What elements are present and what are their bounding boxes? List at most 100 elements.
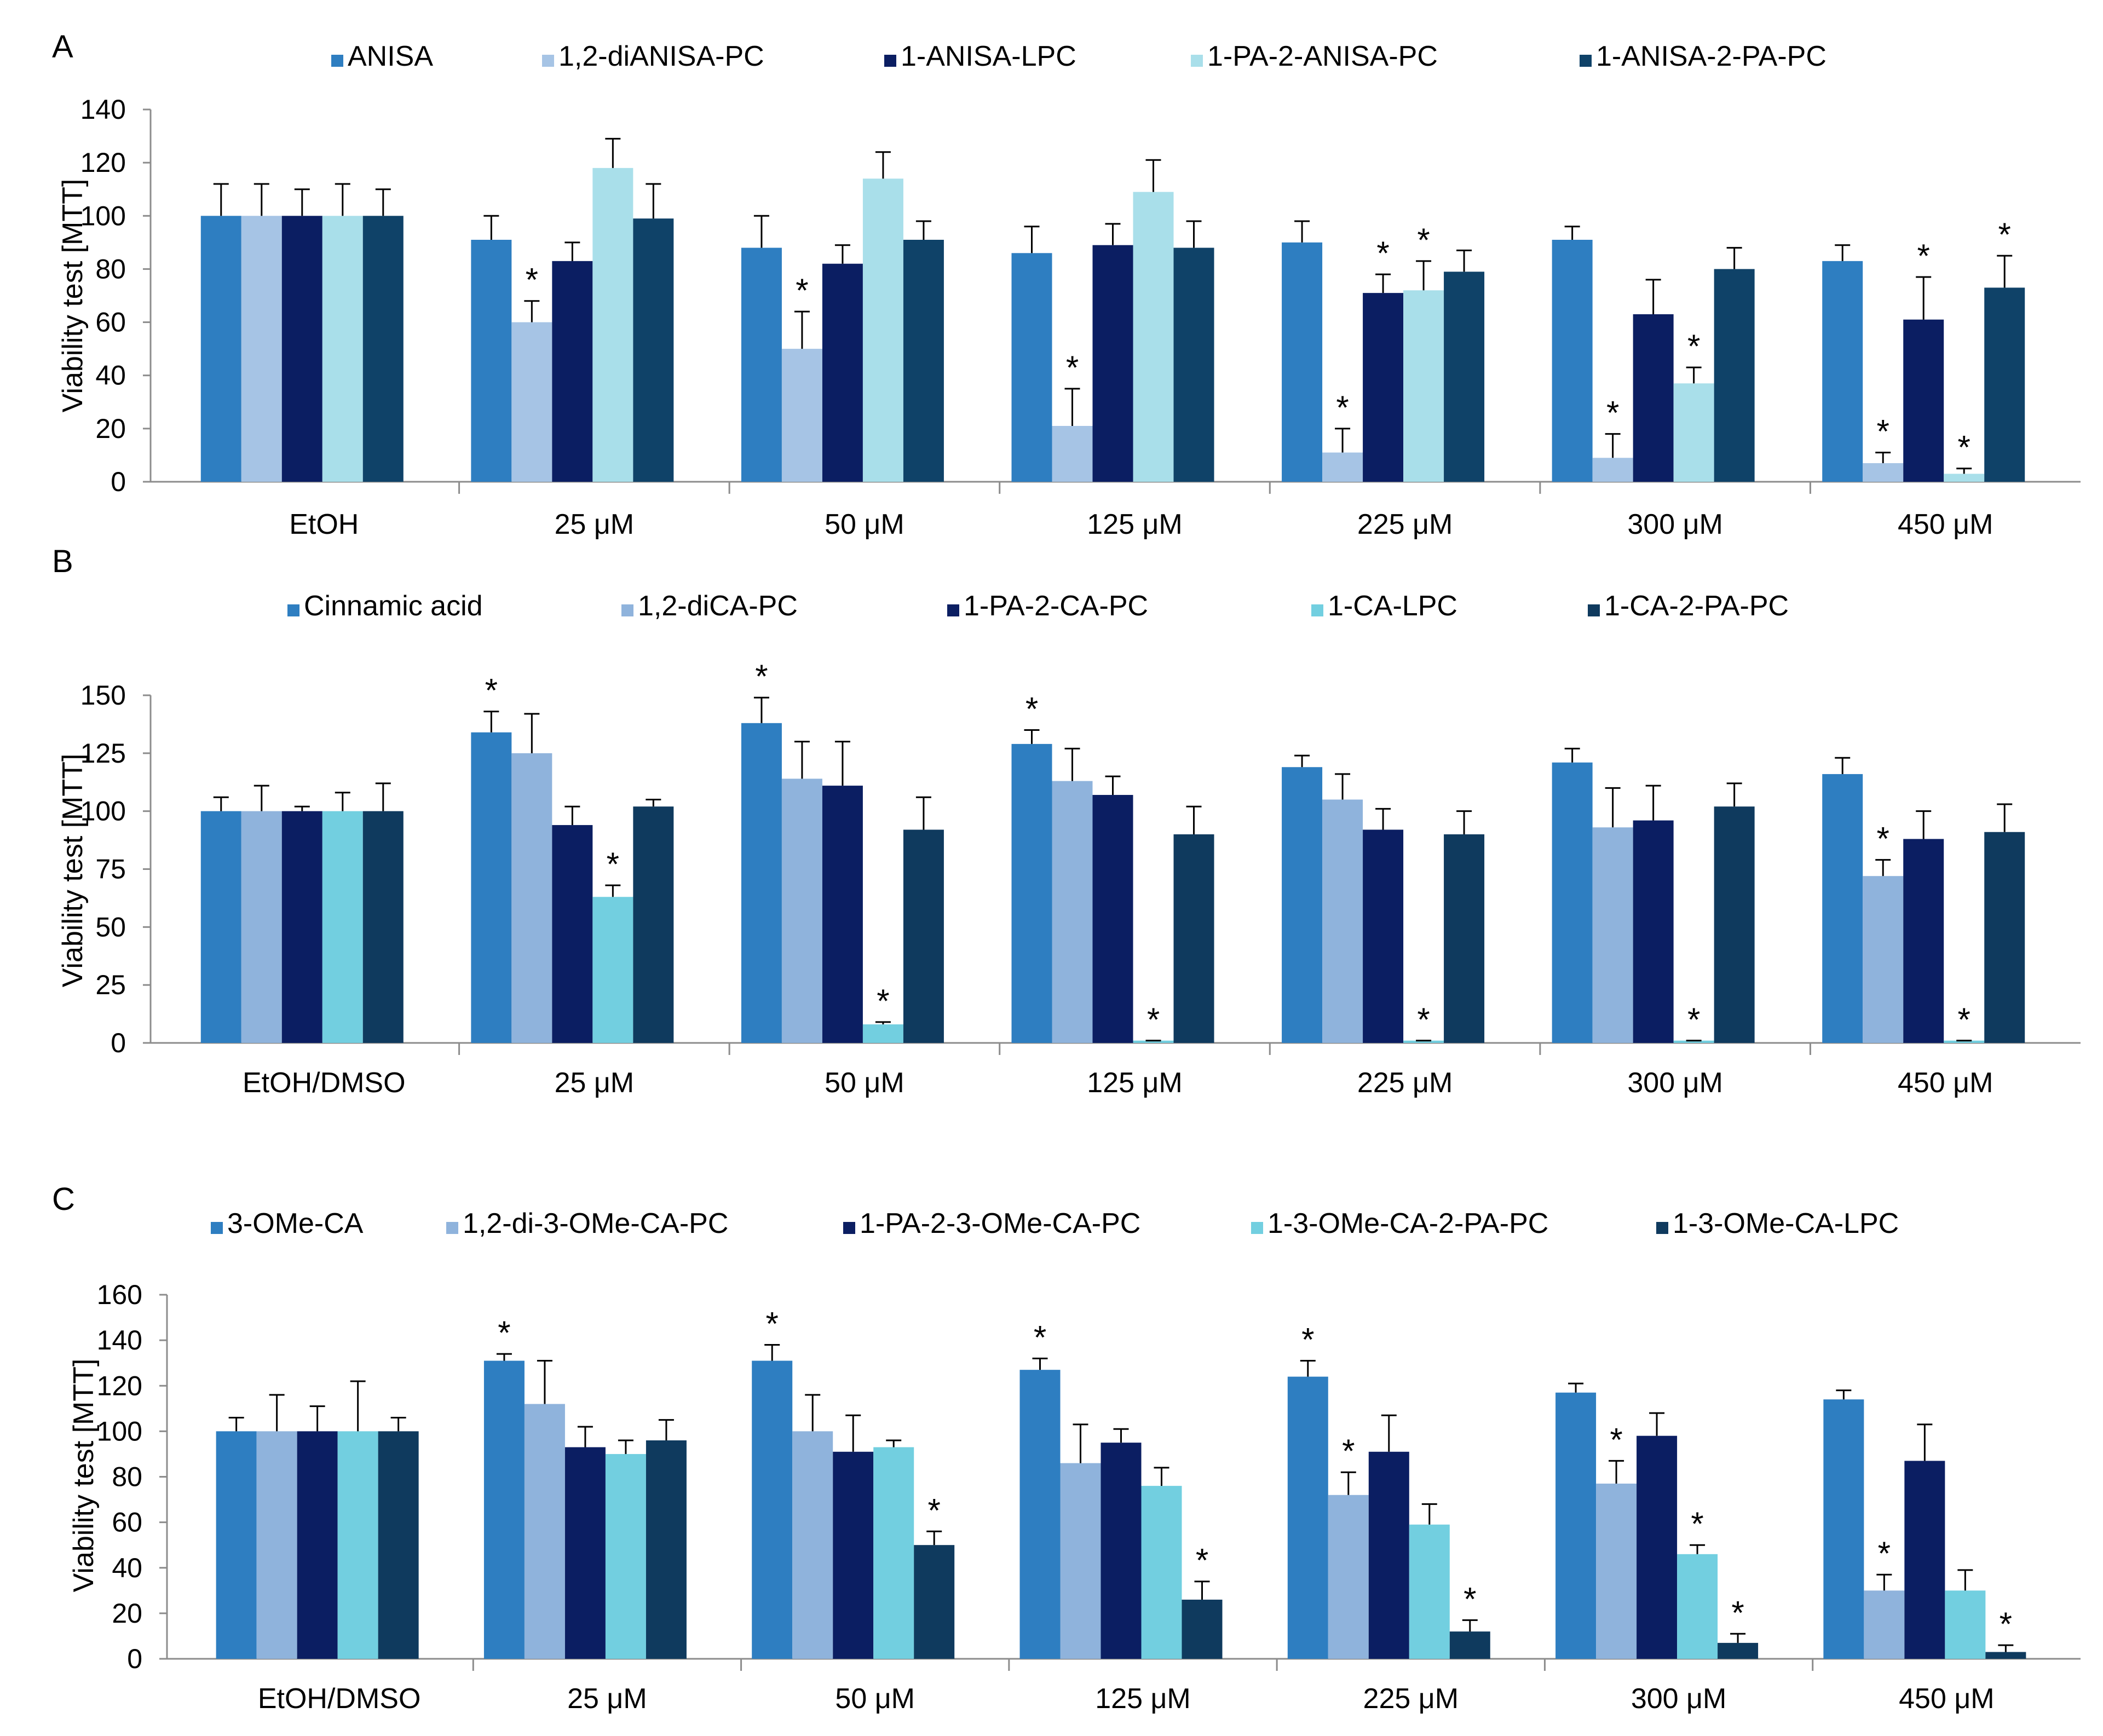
panel-b-bar <box>862 1024 903 1043</box>
panel-a-y-tick-label: 60 <box>95 307 126 338</box>
panel-b-legend-label: Cinnamic acid <box>304 590 483 622</box>
panel-c-legend-label: 3-OMe-CA <box>227 1208 364 1239</box>
panel-c-legend-swatch <box>1656 1222 1668 1234</box>
panel-b-bar <box>281 811 322 1043</box>
panel-a-bar <box>1984 287 2025 482</box>
panel-b-y-tick-label: 50 <box>95 912 126 942</box>
panel-c-y-tick-label: 160 <box>97 1279 142 1310</box>
panel-a-bar <box>1322 452 1363 482</box>
panel-b-bar <box>781 778 822 1043</box>
panel-a-plot: 0 20 40 60 80 100 120 140 EtOH 25 μM * 50 μM * 125 μM… <box>80 94 2081 540</box>
panel-c-significance-star: * <box>928 1492 941 1529</box>
panel-b-bar <box>1984 832 2025 1043</box>
panel-a-bar <box>1944 474 1985 482</box>
panel-a-legend-label: ANISA <box>348 41 433 72</box>
panel-b-x-tick-label: 450 μM <box>1898 1067 1993 1099</box>
panel-c-bar <box>1101 1443 1142 1659</box>
panel-c-bar <box>1823 1399 1864 1659</box>
panel-a-bar <box>741 247 782 482</box>
panel-c-legend-item: 1-3-OMe-CA-LPC <box>1656 1208 1899 1239</box>
panel-b-bar <box>362 811 404 1043</box>
panel-a-y-tick-label: 120 <box>80 147 126 178</box>
panel-b-legend-label: 1,2-diCA-PC <box>638 590 798 622</box>
panel-c-x-tick-label: 300 μM <box>1631 1683 1726 1715</box>
panel-a-x-tick-label: 300 μM <box>1627 509 1722 540</box>
panel-b-bar <box>1592 827 1633 1043</box>
panel-b-y-tick-label: 125 <box>80 738 126 769</box>
panel-b-bar <box>1282 767 1323 1043</box>
panel-b-legend-label: 1-CA-2-PA-PC <box>1604 590 1789 622</box>
panel-a-bar <box>471 240 512 482</box>
panel-a-bar <box>1092 245 1133 482</box>
panel-a-significance-star: * <box>1998 216 2011 253</box>
panel-a-y-tick-label: 40 <box>95 360 126 391</box>
panel-c-x-tick-label: 50 μM <box>835 1683 915 1715</box>
panel-a-legend-label: 1-PA-2-ANISA-PC <box>1207 41 1438 72</box>
panel-a-y-axis-label: Viability test [MTT] <box>57 179 89 413</box>
panel-c-bar <box>1141 1486 1182 1659</box>
panel-a-bar <box>903 240 944 482</box>
panel-b-bar <box>1822 774 1863 1043</box>
panel-c-y-tick-label: 40 <box>112 1553 142 1583</box>
panel-c-bar <box>297 1431 338 1659</box>
panel-c-label: C <box>52 1181 75 1217</box>
panel-b-bar <box>1444 834 1485 1043</box>
panel-c-y-tick-label: 120 <box>97 1370 142 1401</box>
panel-a-significance-star: * <box>1606 395 1619 431</box>
panel-c-y-tick-label: 20 <box>112 1598 142 1629</box>
panel-a-bar <box>1863 463 1904 482</box>
panel-a-significance-star: * <box>1066 349 1079 386</box>
panel-b-y-tick-label: 0 <box>111 1028 126 1058</box>
panel-a-legend-item: 1-PA-2-ANISA-PC <box>1191 41 1438 72</box>
panel-c-bar <box>1328 1495 1369 1659</box>
panel-c-bar <box>752 1360 793 1659</box>
panel-c-bar <box>1060 1463 1101 1659</box>
panel-b-bar <box>1011 743 1052 1043</box>
panel-a-legend-item: 1-ANISA-LPC <box>884 41 1076 72</box>
panel-a-bar <box>511 322 552 482</box>
panel-b-bar <box>471 732 512 1043</box>
panel-a-y-tick-label: 0 <box>111 466 126 497</box>
panel-b-bar <box>1714 806 1755 1043</box>
panel-c: C 3-OMe-CA 1,2-di-3-OMe-CA-PC 1-PA-2-3-OMe… <box>52 1181 2081 1715</box>
panel-c-significance-star: * <box>1878 1535 1891 1572</box>
panel-b-legend-item: 1,2-diCA-PC <box>621 590 798 622</box>
panel-b-significance-star: * <box>607 846 619 883</box>
panel-b-legend-label: 1-CA-LPC <box>1328 590 1457 622</box>
panel-c-y-tick-label: 80 <box>112 1462 142 1492</box>
panel-c-legend-label: 1-3-OMe-CA-LPC <box>1673 1208 1899 1239</box>
panel-a-x-tick-label: 450 μM <box>1898 509 1993 540</box>
panel-b-bar <box>1944 1040 1985 1043</box>
panel-c-y-tick-label: 100 <box>97 1416 142 1446</box>
panel-c-bar <box>605 1454 646 1659</box>
panel-a-bar <box>1403 290 1444 482</box>
panel-a-legend-label: 1,2-diANISA-PC <box>558 41 764 72</box>
panel-c-plot: 0 20 40 60 80 100 120 140 160 EtOH/DMSO 25 μM * 50 μ… <box>97 1279 2081 1715</box>
panel-a-legend-item: ANISA <box>331 41 433 72</box>
panel-b-legend-swatch <box>621 604 633 616</box>
panel-a: A ANISA 1,2-diANISA-PC 1-ANISA-LPC 1-PA-2-A… <box>52 29 2081 540</box>
panel-a-significance-star: * <box>796 272 808 309</box>
panel-a-y-tick-label: 140 <box>80 94 126 125</box>
panel-c-y-tick-label: 0 <box>127 1643 142 1674</box>
panel-c-bar <box>792 1431 833 1659</box>
panel-c-bar <box>564 1447 606 1659</box>
panel-c-x-tick-label: 125 μM <box>1095 1683 1190 1715</box>
panel-b-significance-star: * <box>1147 1001 1160 1038</box>
panel-b-plot: 0 25 50 75 100 125 150 EtOH/DMSO 25 μM * * 50 μM * * 1… <box>80 658 2081 1099</box>
panel-c-legend-label: 1,2-di-3-OMe-CA-PC <box>463 1208 728 1239</box>
panel-b-bar <box>1403 1040 1444 1043</box>
panel-c-significance-star: * <box>498 1314 510 1351</box>
panel-a-legend-label: 1-ANISA-2-PA-PC <box>1596 41 1827 72</box>
panel-b-significance-star: * <box>1958 1001 1971 1038</box>
panel-c-legend-label: 1-PA-2-3-OMe-CA-PC <box>860 1208 1140 1239</box>
panel-c-significance-star: * <box>1342 1433 1355 1469</box>
panel-b-legend-item: 1-PA-2-CA-PC <box>947 590 1148 622</box>
panel-a-bar <box>1552 240 1593 482</box>
panel-a-bar <box>322 216 363 482</box>
panel-b-bar <box>633 806 674 1043</box>
panel-a-bar <box>1363 293 1404 482</box>
panel-a-legend-swatch <box>884 55 896 67</box>
panel-b-legend-swatch <box>287 604 299 616</box>
panel-c-significance-star: * <box>1301 1322 1314 1358</box>
